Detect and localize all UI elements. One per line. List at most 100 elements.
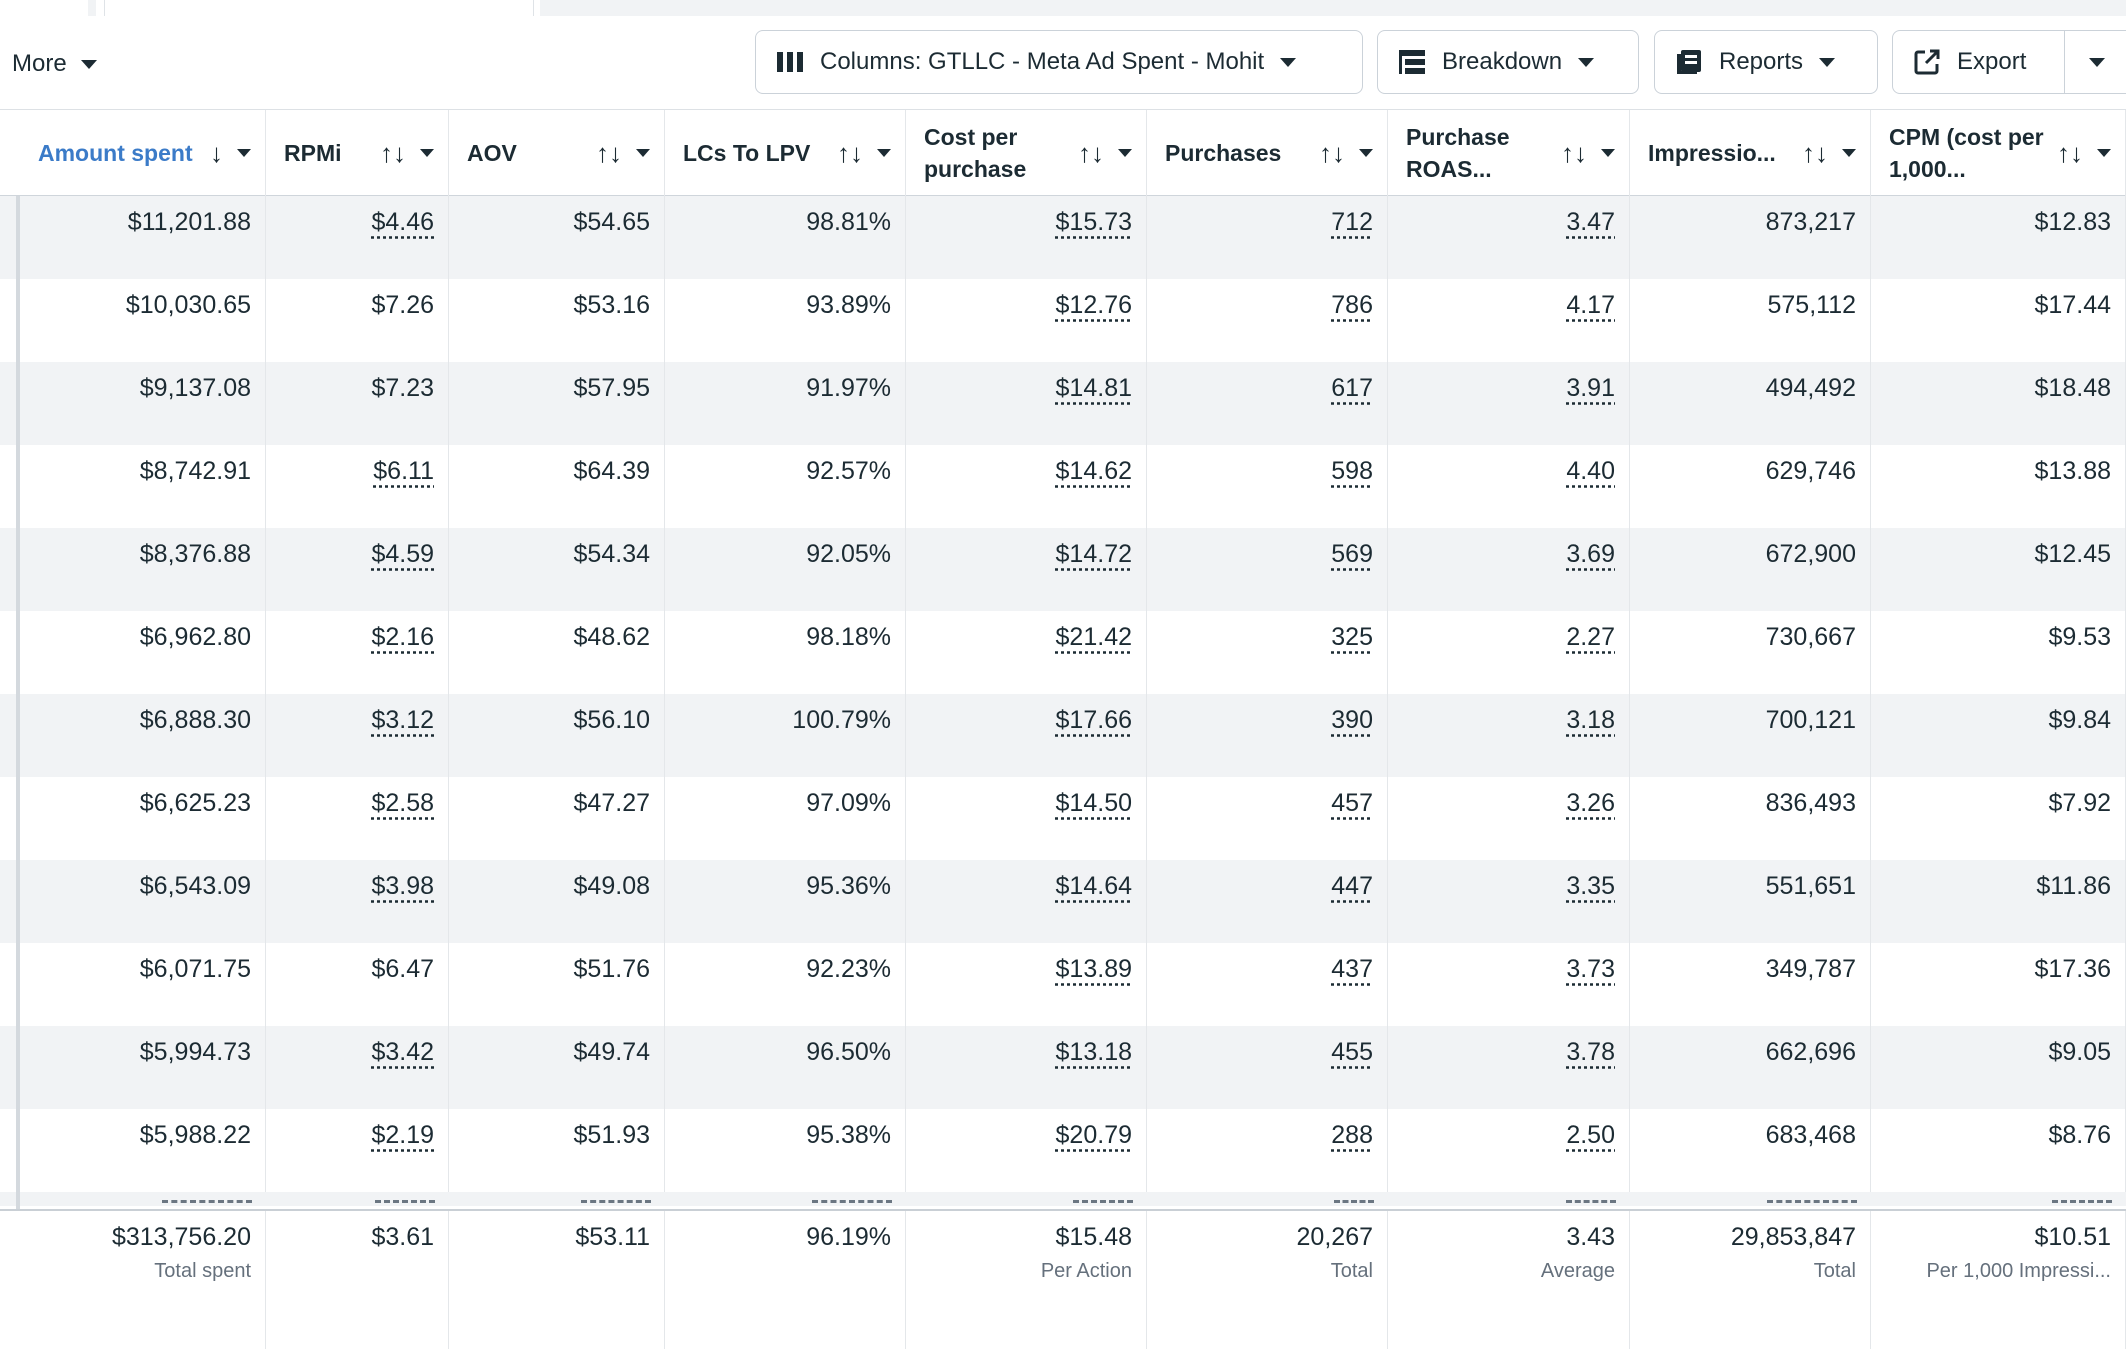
table-row[interactable]: $6,888.30 $3.12 $56.10 100.79% $17.66 390 3.18… <box>0 694 2126 777</box>
export-button[interactable]: Export <box>1892 30 2066 94</box>
reports-button[interactable]: Reports <box>1654 30 1878 94</box>
cell-value-link[interactable]: 617 <box>1331 374 1373 402</box>
cell-value-link[interactable]: 569 <box>1331 540 1373 568</box>
cell-value-link[interactable]: 2.50 <box>1566 1121 1615 1149</box>
cell-value-link[interactable]: 3.91 <box>1566 374 1615 402</box>
cell-value-link[interactable]: $2.16 <box>371 623 434 651</box>
table-row[interactable]: $8,742.91 $6.11 $64.39 92.57% $14.62 598 4.40 6… <box>0 445 2126 528</box>
chevron-down-icon[interactable] <box>1601 149 1615 157</box>
table-row[interactable]: $6,625.23 $2.58 $47.27 97.09% $14.50 457 3.26 8… <box>0 777 2126 860</box>
table-row[interactable]: $8,376.88 $4.59 $54.34 92.05% $14.72 569 3.69 6… <box>0 528 2126 611</box>
table-row[interactable]: $6,962.80 $2.16 $48.62 98.18% $21.42 325 2.27 7… <box>0 611 2126 694</box>
columns-button[interactable]: Columns: GTLLC - Meta Ad Spent - Mohit <box>755 30 1363 94</box>
chevron-down-icon[interactable] <box>636 149 650 157</box>
more-button[interactable]: More <box>12 44 97 84</box>
cell-value-link[interactable]: $14.62 <box>1055 457 1132 485</box>
column-header-lcs-to-lpv[interactable]: LCs To LPV ↑↓ <box>665 110 906 196</box>
cell-value: 92.23% <box>806 955 891 983</box>
sort-icon[interactable]: ↑↓ <box>2057 137 2083 168</box>
cell-cpm: $11.86 <box>1871 860 2126 943</box>
cell-value-link[interactable]: 786 <box>1331 291 1373 319</box>
cell-value-link[interactable]: $21.42 <box>1055 623 1132 651</box>
column-header-cpm[interactable]: CPM (cost per 1,000... ↑↓ <box>1871 110 2126 196</box>
cell-value-link[interactable]: 3.78 <box>1566 1038 1615 1066</box>
summary-lcs-to-lpv: 96.19% <box>665 1211 906 1352</box>
cell-value-link[interactable]: 2.27 <box>1566 623 1615 651</box>
table-row[interactable]: $9,137.08 $7.23 $57.95 91.97% $14.81 617 3.91 4… <box>0 362 2126 445</box>
chevron-down-icon[interactable] <box>420 149 434 157</box>
column-header-purchase-roas[interactable]: Purchase ROAS... ↑↓ <box>1388 110 1630 196</box>
table-row[interactable]: $6,543.09 $3.98 $49.08 95.36% $14.64 447 3.35 5… <box>0 860 2126 943</box>
cell-value-link[interactable]: 437 <box>1331 955 1373 983</box>
cell-value-link[interactable]: $14.50 <box>1055 789 1132 817</box>
chevron-down-icon[interactable] <box>2097 149 2111 157</box>
chevron-down-icon[interactable] <box>1359 149 1373 157</box>
cell-value: $12.45 <box>2034 540 2111 568</box>
column-header-purchases[interactable]: Purchases ↑↓ <box>1147 110 1388 196</box>
column-header-aov[interactable]: AOV ↑↓ <box>449 110 665 196</box>
cell-value-link[interactable]: 598 <box>1331 457 1373 485</box>
cell-value-link[interactable]: $3.12 <box>371 706 434 734</box>
table-row[interactable]: $6,071.75 $6.47 $51.76 92.23% $13.89 437 3.73 3… <box>0 943 2126 1026</box>
cell-value-link[interactable]: 3.26 <box>1566 789 1615 817</box>
column-header-cost-per-purchase[interactable]: Cost per purchase ↑↓ <box>906 110 1147 196</box>
table-row[interactable]: $10,030.65 $7.26 $53.16 93.89% $12.76 786 4.17… <box>0 279 2126 362</box>
cell-value-link[interactable]: $13.89 <box>1055 955 1132 983</box>
cell-value-link[interactable]: $14.72 <box>1055 540 1132 568</box>
table-row[interactable]: $5,988.22 $2.19 $51.93 95.38% $20.79 288 2.50 6… <box>0 1109 2126 1192</box>
top-strip-tab[interactable] <box>104 0 534 16</box>
cell-value-link[interactable]: $6.11 <box>373 457 434 485</box>
chevron-down-icon[interactable] <box>237 149 251 157</box>
chevron-down-icon[interactable] <box>877 149 891 157</box>
sort-icon[interactable]: ↓ <box>210 137 223 168</box>
cell-value: $6,888.30 <box>139 706 251 734</box>
cell-value-link[interactable]: 288 <box>1331 1121 1373 1149</box>
cell-value-link[interactable]: 325 <box>1331 623 1373 651</box>
cell-value-link[interactable]: $14.64 <box>1055 872 1132 900</box>
cell-value-link[interactable]: $14.81 <box>1055 374 1132 402</box>
cell-value-link[interactable]: $2.19 <box>371 1121 434 1149</box>
cell-value-link[interactable]: $4.46 <box>371 208 434 236</box>
cell-value-link[interactable]: 3.18 <box>1566 706 1615 734</box>
cell-value: 575,112 <box>1767 291 1856 319</box>
cell-value-link[interactable]: 4.17 <box>1566 291 1615 319</box>
table-row[interactable]: $5,994.73 $3.42 $49.74 96.50% $13.18 455 3.78 6… <box>0 1026 2126 1109</box>
cell-value-link[interactable]: 3.73 <box>1566 955 1615 983</box>
export-more-button[interactable] <box>2064 30 2126 94</box>
cell-value-link[interactable]: $4.59 <box>371 540 434 568</box>
cell-rpmi: $3.12 <box>266 694 449 777</box>
cell-value-link[interactable]: $12.76 <box>1055 291 1132 319</box>
cell-value-link[interactable]: $15.73 <box>1055 208 1132 236</box>
cell-value-link[interactable]: 457 <box>1331 789 1373 817</box>
cell-value-link[interactable]: 390 <box>1331 706 1373 734</box>
cell-value-link[interactable]: 4.40 <box>1566 457 1615 485</box>
cell-value-link[interactable]: 3.47 <box>1566 208 1615 236</box>
cell-value-link[interactable]: 3.69 <box>1566 540 1615 568</box>
cell-value-link[interactable]: $2.58 <box>371 789 434 817</box>
breakdown-button[interactable]: Breakdown <box>1377 30 1639 94</box>
cell-value-link[interactable]: $20.79 <box>1055 1121 1132 1149</box>
cell-value-link[interactable]: $13.18 <box>1055 1038 1132 1066</box>
sort-icon[interactable]: ↑↓ <box>837 137 863 168</box>
cell-value-link[interactable]: 712 <box>1331 208 1373 236</box>
cell-purchases: 325 <box>1147 611 1388 694</box>
column-header-impressions[interactable]: Impressio... ↑↓ <box>1630 110 1871 196</box>
chevron-down-icon[interactable] <box>1842 149 1856 157</box>
sort-icon[interactable]: ↑↓ <box>1561 137 1587 168</box>
cell-value-link[interactable]: $17.66 <box>1055 706 1132 734</box>
cell-value-link[interactable]: $3.42 <box>371 1038 434 1066</box>
sort-icon[interactable]: ↑↓ <box>1319 137 1345 168</box>
column-header-amount-spent[interactable]: Amount spent ↓ <box>20 110 266 196</box>
cell-value-link[interactable]: 455 <box>1331 1038 1373 1066</box>
table-row[interactable]: $11,201.88 $4.46 $54.65 98.81% $15.73 712 3.47… <box>0 196 2126 279</box>
column-header-rpmi[interactable]: RPMi ↑↓ <box>266 110 449 196</box>
cell-value-link[interactable]: 3.35 <box>1566 872 1615 900</box>
sort-icon[interactable]: ↑↓ <box>1802 137 1828 168</box>
sort-icon[interactable]: ↑↓ <box>380 137 406 168</box>
cell-value-link[interactable]: 447 <box>1331 872 1373 900</box>
sort-icon[interactable]: ↑↓ <box>1078 137 1104 168</box>
cell-value-link[interactable]: $3.98 <box>371 872 434 900</box>
sort-icon[interactable]: ↑↓ <box>596 137 622 168</box>
chevron-down-icon[interactable] <box>1118 149 1132 157</box>
export-icon <box>1914 49 1940 75</box>
